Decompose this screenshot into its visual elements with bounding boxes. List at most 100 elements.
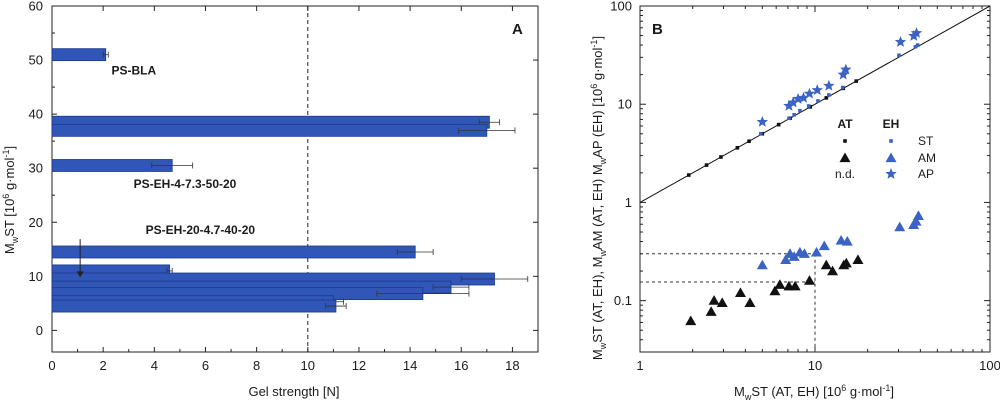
point-eh-ap [894, 36, 907, 47]
point-eh-st [792, 113, 796, 117]
point-at-am [789, 280, 801, 291]
panel-b-plot-area: 1 10 100 0.1 1 10 100 [610, 0, 1000, 373]
x-tick-label: 100 [979, 358, 1000, 373]
point-eh-ap [910, 27, 923, 38]
point-eh-st [806, 104, 811, 108]
x-tick-label: 1 [636, 358, 643, 373]
point-at-am [840, 257, 852, 268]
point-at-am [734, 287, 746, 297]
bar-1 [51, 48, 107, 62]
bar-annotation-1: PS-BLA [112, 64, 157, 78]
x-tick-label: 8 [253, 358, 260, 373]
panel-a-x-axis-title: Gel strength [N] [248, 384, 339, 399]
legend-eh-am-marker [885, 152, 897, 163]
x-tick-label: 4 [151, 358, 158, 373]
point-eh-ap [811, 84, 823, 96]
point-eh-ap [823, 79, 835, 91]
bar-5 [51, 245, 416, 259]
y-tick-label: 60 [29, 0, 43, 14]
series-at-am [685, 254, 864, 326]
point-eh-st [915, 43, 920, 47]
panel-a-plot-area: 0 2 4 6 8 10 12 14 16 18 0 10 20 30 40 50 60 [29, 0, 539, 373]
point-at-am [820, 259, 832, 270]
legend-eh-ap-marker [885, 168, 897, 179]
point-at-st [776, 122, 781, 127]
point-at-st [686, 173, 691, 177]
identity-line [640, 6, 990, 203]
panel-a-annotations: PS-BLA PS-EH-4-7.3-50-20 PS-EH-20-4.7-40-2… [76, 64, 256, 278]
x-tick-label: 16 [454, 358, 468, 373]
point-eh-ap [756, 115, 769, 127]
point-at-am [716, 297, 728, 307]
panel-a-y-axis-title: MwST [106 g·mol-1] [1, 146, 20, 254]
panel-a-label: A [512, 21, 523, 38]
point-at-st [854, 79, 859, 83]
y-tick-label: 0 [36, 323, 43, 338]
point-eh-ap [797, 91, 810, 103]
point-eh-am [811, 246, 823, 257]
panel-b-scatter-chart: B 1 10 100 0.1 1 10 100 AT EH ST AM n.d. AP MwST (A… [589, 0, 1000, 402]
point-at-st [704, 163, 709, 167]
legend-header-eh: EH [883, 117, 900, 131]
x-tick-label: 2 [100, 358, 107, 373]
point-eh-st [840, 85, 845, 90]
legend-at-ap-text: n.d. [835, 167, 855, 181]
point-at-am [803, 275, 815, 285]
panel-b-x-axis-title: MwST (AT, EH) [106 g·mol-1] [734, 383, 894, 402]
point-at-am [827, 265, 839, 276]
legend-label-am: AM [918, 151, 936, 165]
point-eh-st [816, 99, 820, 103]
point-eh-st [913, 44, 918, 49]
y-tick-label: 40 [29, 107, 43, 122]
point-at-am [708, 295, 720, 305]
point-at-st [747, 139, 751, 144]
point-at-st [719, 155, 723, 159]
point-eh-am [788, 251, 800, 261]
series-eh-ap [756, 27, 923, 127]
point-at-st [824, 96, 829, 100]
point-eh-st [787, 116, 791, 121]
point-eh-st [897, 53, 901, 58]
y-tick-label: 50 [29, 53, 43, 68]
panel-b-y-axis-title: MwST (AT, EH), MwAM (AT, EH) MwAP (EH) [… [589, 36, 608, 360]
legend-label-ap: AP [918, 167, 934, 181]
panel-b-data [640, 6, 990, 352]
point-at-am [744, 297, 756, 307]
x-tick-label: 10 [808, 358, 822, 373]
point-eh-am [841, 236, 853, 246]
x-tick-label: 12 [352, 358, 366, 373]
point-eh-am [912, 210, 924, 220]
x-tick-label: 6 [202, 358, 209, 373]
point-eh-am [756, 259, 768, 270]
bar-annotation-3: PS-EH-20-4.7-40-20 [146, 223, 256, 237]
legend-header-at: AT [837, 117, 853, 131]
point-at-am [705, 306, 717, 316]
point-eh-am [798, 248, 810, 258]
x-tick-label: 0 [48, 358, 55, 373]
panel-b-label: B [652, 21, 663, 38]
point-eh-ap [803, 87, 816, 99]
point-eh-ap [792, 93, 804, 104]
x-tick-label: 18 [505, 358, 519, 373]
point-at-st [735, 145, 740, 150]
point-at-am [685, 315, 697, 326]
point-eh-am [818, 240, 830, 251]
legend-at-am-marker [839, 152, 851, 163]
point-eh-st [798, 108, 802, 113]
point-at-am [769, 285, 781, 296]
panel-a-frame [51, 5, 539, 353]
panel-b-legend: AT EH ST AM n.d. AP [835, 117, 936, 181]
x-tick-label: 14 [403, 358, 417, 373]
point-eh-ap [783, 99, 795, 111]
annotation-arrow-head [76, 271, 84, 278]
y-tick-label: 100 [610, 0, 632, 14]
bar-annotation-2: PS-EH-4-7.3-50-20 [134, 177, 237, 191]
x-tick-label: 10 [301, 358, 315, 373]
legend-at-st-marker [843, 139, 847, 143]
panel-b-frame [639, 5, 991, 353]
legend-eh-st-marker [889, 139, 893, 143]
y-tick-label: 10 [618, 97, 632, 112]
legend-label-st: ST [918, 134, 934, 148]
